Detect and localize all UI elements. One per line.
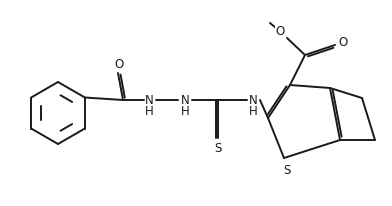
Text: N: N — [181, 94, 189, 107]
Text: H: H — [145, 104, 153, 117]
Text: N: N — [145, 94, 153, 107]
Text: O: O — [338, 35, 348, 48]
Text: O: O — [275, 25, 285, 37]
Text: H: H — [249, 104, 258, 117]
Text: N: N — [249, 94, 258, 107]
Text: H: H — [181, 104, 189, 117]
Text: O: O — [114, 59, 123, 71]
Text: S: S — [283, 164, 291, 177]
Text: S: S — [214, 142, 222, 154]
